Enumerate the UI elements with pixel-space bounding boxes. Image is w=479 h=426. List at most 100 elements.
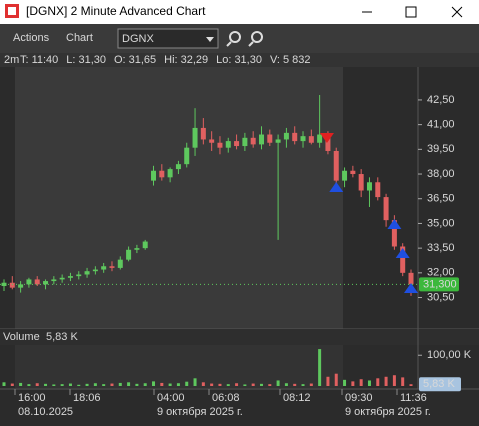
volume-title: Volume <box>3 331 40 343</box>
volume-bar <box>309 383 313 386</box>
sell-marker <box>319 133 334 143</box>
volume-bar <box>27 384 31 386</box>
time-label: 11:36 <box>400 392 427 404</box>
volume-bar <box>10 383 14 386</box>
symbol-select[interactable] <box>117 28 219 49</box>
y-tick-label: 41,00 <box>427 119 455 131</box>
volume-bar <box>326 376 330 386</box>
info-value: 31,65 <box>129 54 157 66</box>
y-tick-label: 30,50 <box>427 291 455 303</box>
info-value: 31,30 <box>234 54 262 66</box>
volume-bar <box>152 381 156 386</box>
volume-current-label: 5,83 K <box>423 378 455 390</box>
volume-bar <box>301 384 305 386</box>
zoom-out-handle <box>226 41 232 47</box>
candle-body <box>366 182 372 191</box>
buy-marker <box>404 283 418 293</box>
info-label: Hi: <box>164 54 177 66</box>
close-button[interactable] <box>451 6 463 18</box>
candle-body <box>333 150 339 181</box>
volume-bar <box>259 383 263 386</box>
candle-body <box>200 127 206 140</box>
volume-bar <box>367 380 371 386</box>
candle-body <box>292 132 298 142</box>
buy-marker <box>387 219 402 229</box>
candle-body <box>308 136 314 143</box>
dropdown-arrow <box>206 37 214 42</box>
candle-body <box>134 248 140 250</box>
y-tick-label: 35,00 <box>427 217 455 229</box>
volume-bar <box>44 383 48 386</box>
symbol-value: DGNX <box>122 33 154 45</box>
volume-bar <box>168 383 172 386</box>
window-title: [DGNX] 2 Minute Advanced Chart <box>26 4 206 18</box>
volume-bar <box>384 376 388 386</box>
y-tick-label: 38,00 <box>427 168 455 180</box>
volume-bar <box>93 383 97 386</box>
info-bar <box>0 53 479 67</box>
time-label: 09:30 <box>345 392 373 404</box>
time-label: 18:06 <box>73 392 101 404</box>
candle-body <box>184 147 190 165</box>
candle-body <box>217 142 223 148</box>
info-value: 31,30 <box>78 54 106 66</box>
volume-current-box <box>419 377 461 392</box>
last-price-label: 31,300 <box>423 278 457 290</box>
menu-chart[interactable]: Chart <box>66 32 93 44</box>
info-value: 5 832 <box>283 54 311 66</box>
candle-body <box>400 246 406 273</box>
candle-body <box>101 266 107 270</box>
volume-bar <box>351 381 355 386</box>
volume-bar <box>160 382 164 386</box>
volume-bar <box>19 382 23 386</box>
volume-bar <box>401 377 405 386</box>
candle-body <box>59 277 65 280</box>
candle-body <box>76 274 82 277</box>
candle-body <box>242 137 248 147</box>
candle-body <box>159 170 165 178</box>
candle-body <box>325 134 331 151</box>
candle-body <box>408 272 414 285</box>
volume-bar <box>359 379 363 386</box>
candle-body <box>126 249 132 260</box>
volume-bar <box>251 383 255 386</box>
session-shade-volume <box>15 345 343 388</box>
candle-body <box>192 127 198 148</box>
info-label: L: <box>66 54 75 66</box>
time-label: 08:12 <box>283 392 311 404</box>
volume-bar <box>276 380 280 386</box>
date-label: 9 октября 2025 г. <box>157 406 243 418</box>
candle-body <box>51 279 57 282</box>
y-tick-label: 42,50 <box>427 94 455 106</box>
candle-body <box>383 197 389 221</box>
candle-body <box>234 141 240 147</box>
menu-actions[interactable]: Actions <box>13 32 50 44</box>
candle-body <box>225 141 231 148</box>
volume-bar <box>60 384 64 386</box>
candle-body <box>258 134 264 145</box>
info-label: V: <box>270 54 280 66</box>
volume-bar <box>52 384 56 386</box>
time-label: 16:00 <box>18 392 46 404</box>
candle-body <box>109 266 115 268</box>
candle-body <box>117 259 123 268</box>
zoom-out[interactable] <box>229 31 241 43</box>
volume-bar <box>85 383 89 386</box>
candle-body <box>275 139 281 143</box>
buy-marker <box>395 248 410 258</box>
candle-body <box>9 282 15 288</box>
zoom-in-handle <box>248 41 254 47</box>
volume-bar <box>143 383 147 386</box>
volume-bar <box>110 383 114 386</box>
candle-body <box>317 134 323 143</box>
volume-bar <box>284 383 288 386</box>
buy-marker <box>329 182 344 192</box>
candle-body <box>18 284 24 288</box>
volume-bar <box>193 378 197 386</box>
maximize-button[interactable] <box>405 6 417 18</box>
info-label: O: <box>114 54 126 66</box>
candle-body <box>342 170 348 181</box>
volume-current: 5,83 K <box>46 331 78 343</box>
zoom-in[interactable] <box>251 31 263 43</box>
